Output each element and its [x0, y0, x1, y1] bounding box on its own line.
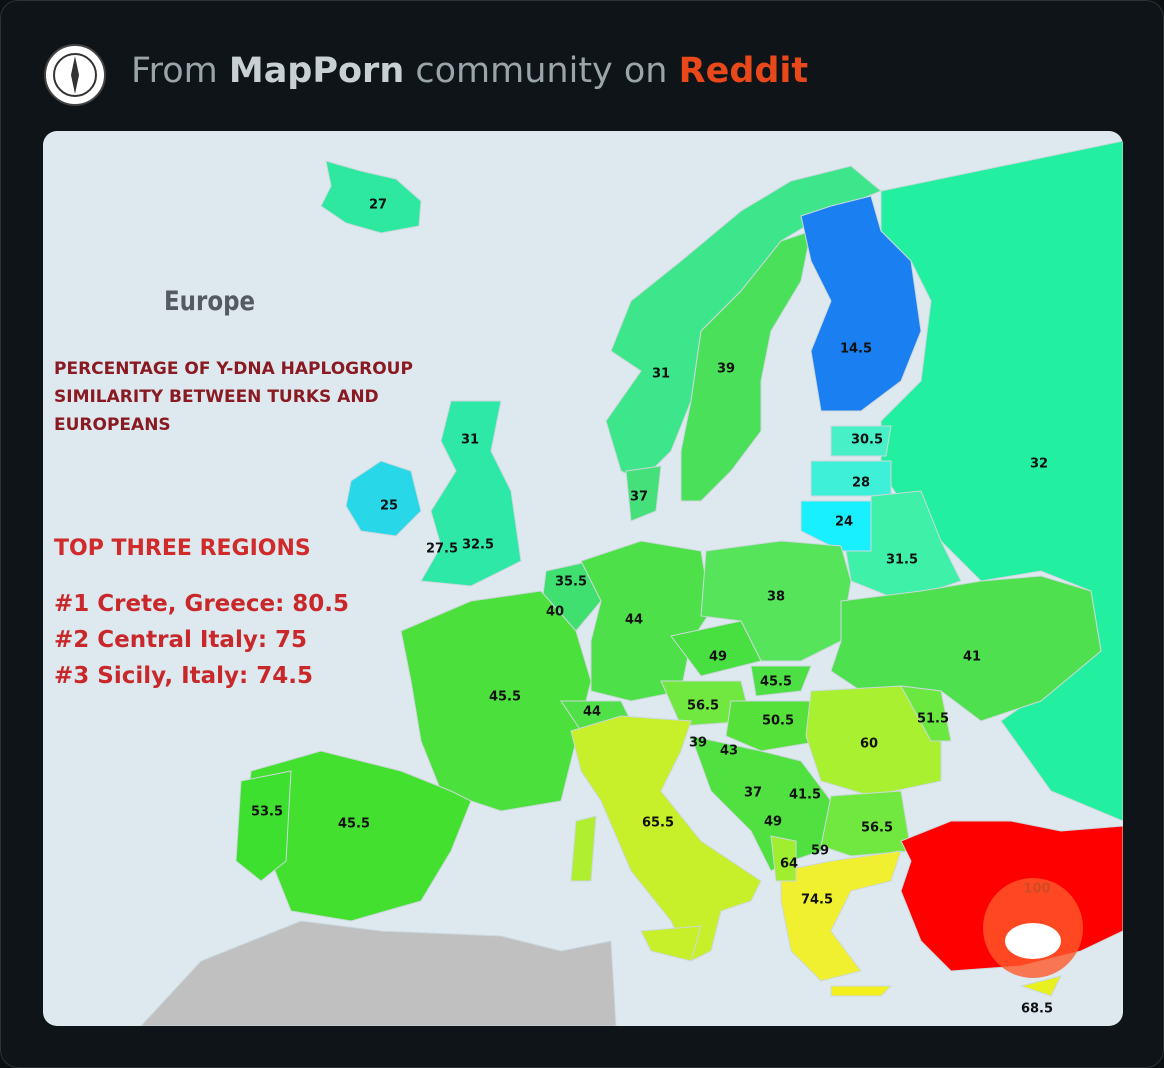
region-label: 64 [780, 857, 798, 872]
region-label: 39 [689, 736, 707, 751]
top-item: #3 Sicily, Italy: 74.5 [54, 663, 313, 689]
region-label: 60 [860, 737, 878, 752]
region-label: 25 [380, 499, 398, 514]
top-item: #1 Crete, Greece: 80.5 [54, 591, 350, 617]
header: From MapPorn community on Reddit [131, 51, 808, 91]
region-label: 44 [625, 613, 643, 628]
country [880, 140, 1123, 822]
region-label: 51.5 [917, 712, 949, 727]
prefix: From [131, 51, 218, 91]
country [680, 230, 812, 502]
region-label: 40 [546, 605, 564, 620]
country [625, 465, 662, 522]
region-label: 31 [652, 367, 670, 382]
region-label: 45.5 [489, 690, 521, 705]
country [900, 685, 952, 742]
region-label: 14.5 [840, 342, 872, 357]
region-label: 45.5 [338, 817, 370, 832]
region-label: 28 [852, 476, 870, 491]
region-label: 68.5 [1021, 1002, 1053, 1017]
site[interactable]: Reddit [678, 51, 809, 91]
country [140, 920, 617, 1026]
community-logo[interactable] [44, 44, 106, 106]
country [800, 195, 922, 412]
region-label: 32 [1030, 457, 1048, 472]
region-label: 31.5 [886, 553, 918, 568]
reddit-face [1005, 923, 1061, 959]
region-label: 41 [963, 650, 981, 665]
region-label: 49 [709, 650, 727, 665]
region-label: 39 [717, 362, 735, 377]
country [750, 665, 812, 697]
region-label: 37 [744, 786, 762, 801]
region-label: 30.5 [851, 433, 883, 448]
country [580, 540, 712, 702]
region-label: 37 [630, 490, 648, 505]
region-label: 27 [369, 198, 387, 213]
region-label: 24 [835, 515, 853, 530]
country [770, 835, 797, 882]
region-label: 65.5 [642, 816, 674, 831]
region-label: 31 [461, 433, 479, 448]
country [570, 815, 597, 882]
country [780, 850, 902, 982]
country [400, 590, 592, 812]
map-subtitle: PERCENTAGE OF Y-DNA HAPLOGROUP SIMILARIT… [54, 359, 413, 435]
region-label: 53.5 [251, 805, 283, 820]
middle: community on [415, 51, 668, 91]
country [320, 160, 422, 234]
community[interactable]: MapPorn [228, 51, 405, 91]
region-label: 32.5 [462, 538, 494, 553]
country [1019, 975, 1062, 997]
region-label: 35.5 [555, 575, 587, 590]
country [725, 700, 822, 752]
region-label: 38 [767, 590, 785, 605]
top-list: #1 Crete, Greece: 80.5 #2 Central Italy: … [54, 586, 349, 694]
region-label: 27.5 [426, 542, 458, 557]
country [830, 575, 1102, 722]
region-label: 49 [764, 815, 782, 830]
country [830, 425, 892, 457]
country [420, 400, 522, 587]
country [235, 770, 292, 882]
country [690, 735, 832, 872]
country [640, 925, 702, 962]
map: 27 14.5 31 39 30.5 32 31 28 37 25 24 27.5 32.5 31.5 35… [43, 131, 1123, 1026]
map-title: Europe [164, 286, 256, 317]
region-label: 50.5 [762, 714, 794, 729]
country [570, 715, 762, 962]
country [345, 460, 422, 537]
country [700, 540, 852, 662]
region-label: 56.5 [687, 699, 719, 714]
region-label: 45.5 [760, 675, 792, 690]
region-label: 44 [583, 705, 601, 720]
region-label: 59 [811, 844, 829, 859]
country [830, 985, 893, 997]
region-label: 43 [720, 744, 738, 759]
top-item: #2 Central Italy: 75 [54, 627, 308, 653]
region-label: 41.5 [789, 788, 821, 803]
region-label: 74.5 [801, 893, 833, 908]
region-label: 56.5 [861, 821, 893, 836]
country [670, 620, 762, 677]
map-svg: 27 14.5 31 39 30.5 32 31 28 37 25 24 27.5 32.5 31.5 35… [140, 140, 1123, 1026]
top-heading: TOP THREE REGIONS [54, 536, 311, 561]
